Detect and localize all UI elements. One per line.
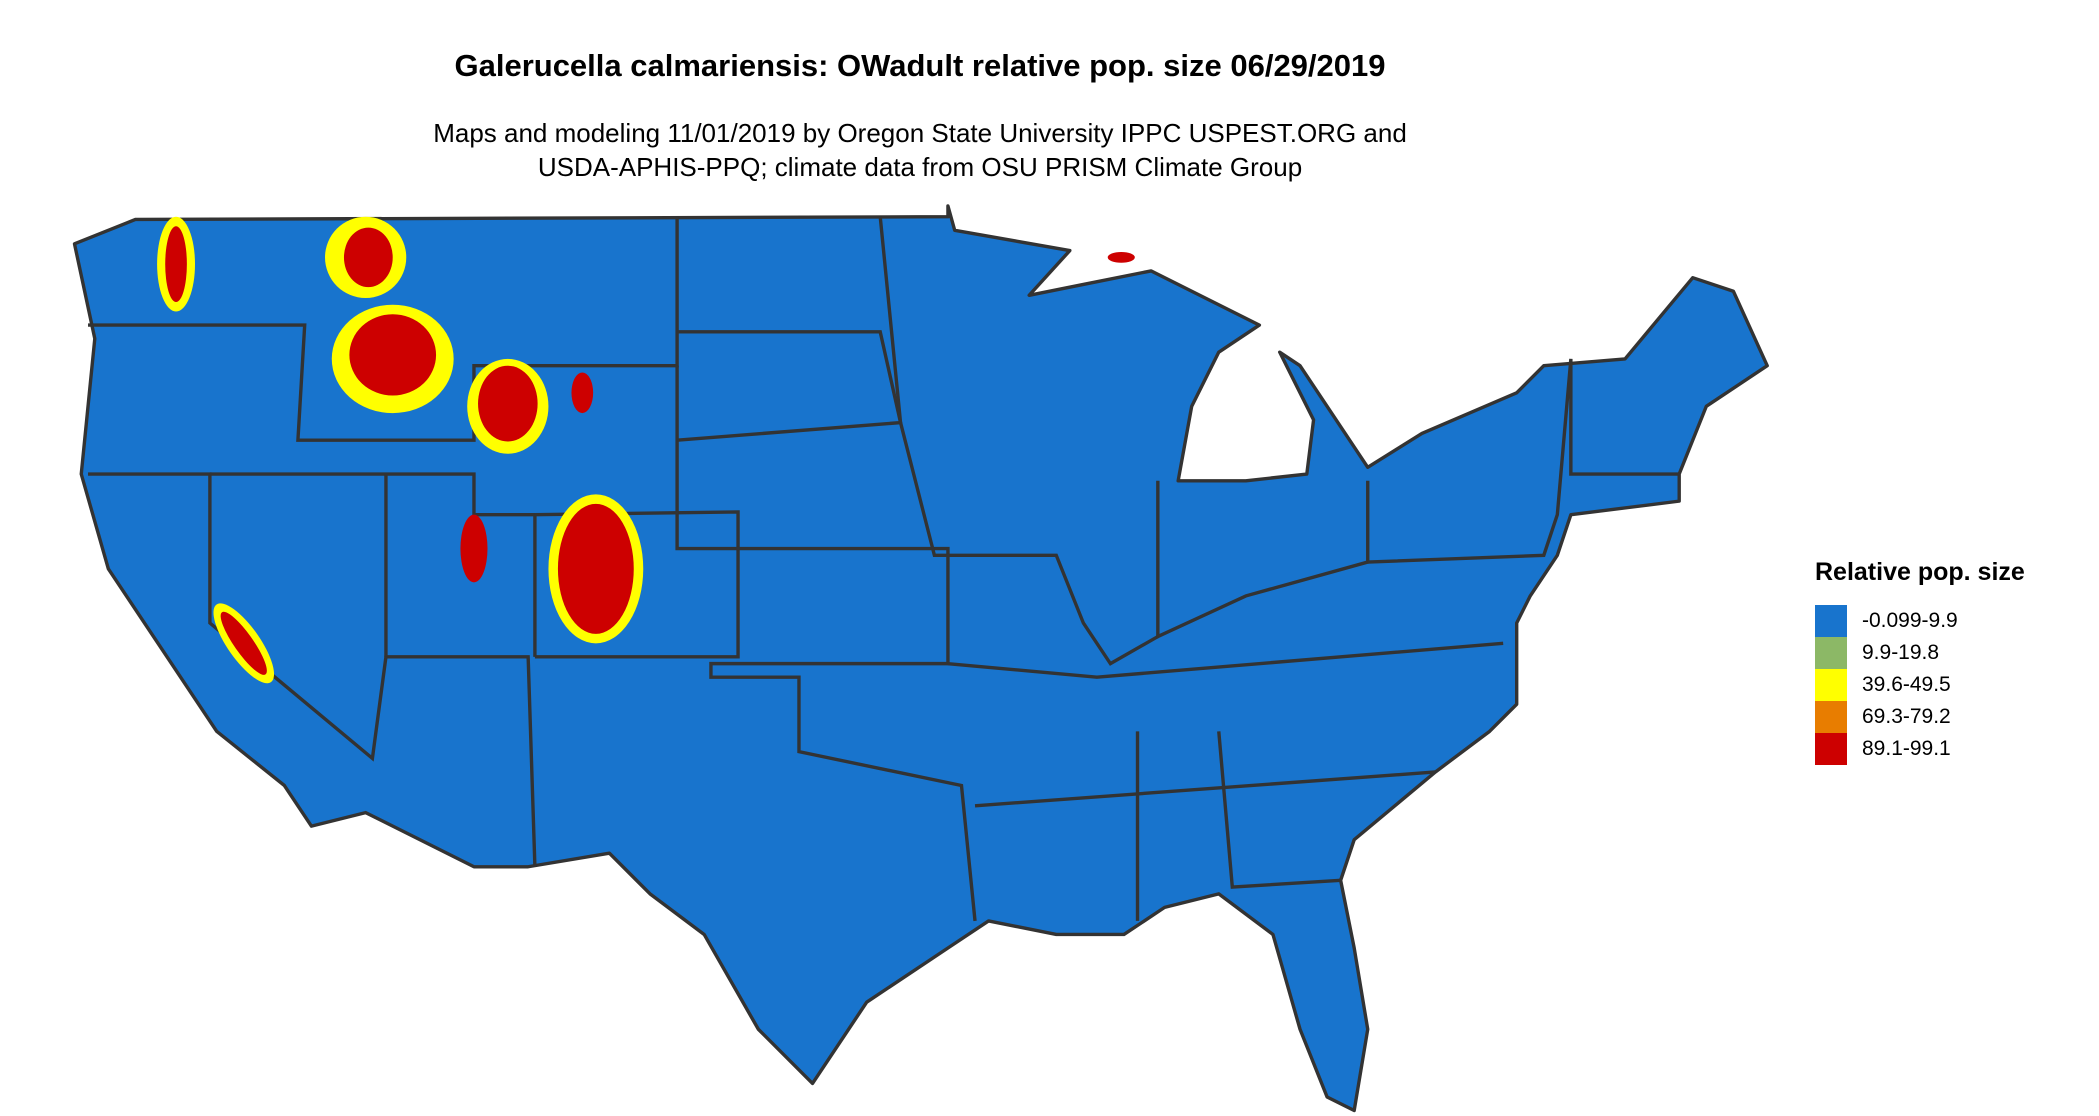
legend-label: 39.6-49.5 xyxy=(1862,673,1951,696)
legend-swatch xyxy=(1815,605,1847,637)
legend-item: 39.6-49.5 xyxy=(1815,669,2025,701)
map-title: Galerucella calmariensis: OWadult relati… xyxy=(454,48,1386,83)
legend-swatch xyxy=(1815,701,1847,733)
map-subtitle-line2: USDA-APHIS-PPQ; climate data from OSU PR… xyxy=(537,152,1303,182)
legend-item: 69.3-79.2 xyxy=(1815,701,2025,733)
legend-swatch xyxy=(1815,669,1847,701)
legend: Relative pop. size -0.099-9.9 9.9-19.8 39.… xyxy=(1815,558,2025,765)
legend-label: 9.9-19.8 xyxy=(1862,641,1940,664)
map-subtitle-line1: Maps and modeling 11/01/2019 by Oregon S… xyxy=(433,118,1407,148)
high-population-areas xyxy=(157,216,1135,684)
state-borders xyxy=(88,216,1680,922)
legend-label: 69.3-79.2 xyxy=(1862,705,1951,728)
legend-label: 89.1-99.1 xyxy=(1862,737,1951,760)
us-outline xyxy=(72,204,1769,1113)
legend-swatch xyxy=(1815,733,1847,765)
legend-item: -0.099-9.9 xyxy=(1815,605,2025,637)
legend-item: 9.9-19.8 xyxy=(1815,637,2025,669)
legend-title: Relative pop. size xyxy=(1815,558,2025,586)
legend-label: -0.099-9.9 xyxy=(1862,609,1958,632)
legend-swatch xyxy=(1815,637,1847,669)
legend-item: 89.1-99.1 xyxy=(1815,733,2025,765)
